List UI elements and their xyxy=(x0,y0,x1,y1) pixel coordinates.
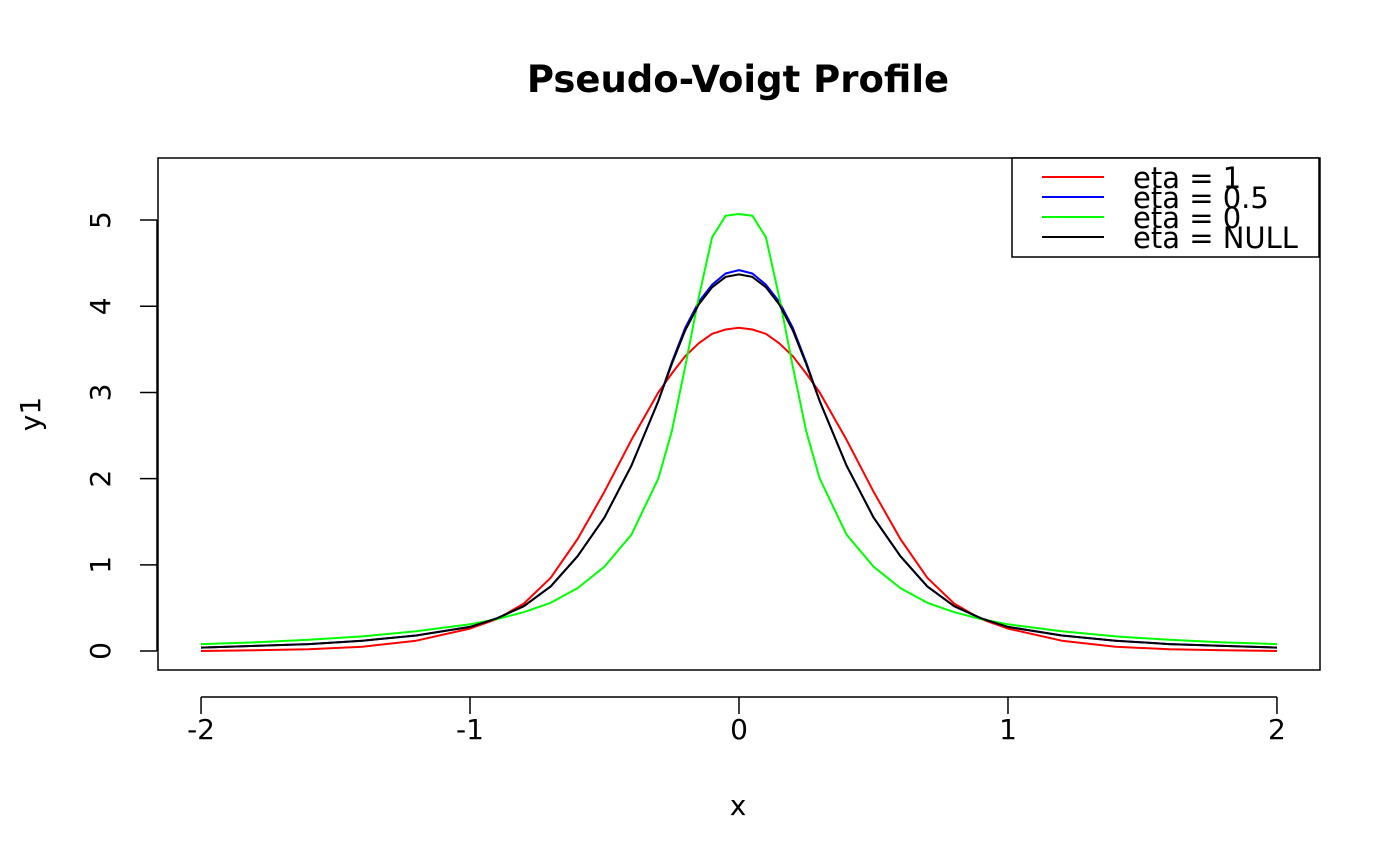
y-tick-label-1: 1 xyxy=(84,556,117,574)
legend-label-3: eta = NULL xyxy=(1133,221,1298,255)
legend-label-2: eta = 0 xyxy=(1133,201,1241,235)
plot-frame xyxy=(157,157,1321,671)
series-line-1 xyxy=(200,269,1278,649)
y-tick-label-0: 0 xyxy=(84,642,117,660)
y-axis-label: y1 xyxy=(14,397,47,431)
x-tick-label-1: -1 xyxy=(456,713,484,746)
x-tick-label-2: 0 xyxy=(730,713,748,746)
legend-label-0: eta = 1 xyxy=(1133,161,1241,195)
x-tick-label-4: 2 xyxy=(1268,713,1286,746)
legend-label-1: eta = 0.5 xyxy=(1133,181,1269,215)
series-line-3 xyxy=(200,273,1278,649)
series-layer xyxy=(200,213,1278,652)
x-tick-label-0: -2 xyxy=(187,713,215,746)
y-tick-label-3: 3 xyxy=(84,384,117,402)
series-line-0 xyxy=(200,326,1278,652)
y-tick-label-4: 4 xyxy=(84,297,117,315)
y-tick-label-5: 5 xyxy=(84,211,117,229)
y-axis: 0 1 2 3 4 5 xyxy=(84,211,158,660)
x-axis-label: x xyxy=(730,789,747,822)
x-tick-label-3: 1 xyxy=(999,713,1017,746)
legend-box xyxy=(1011,157,1320,258)
chart-title: Pseudo-Voigt Profile xyxy=(527,58,949,101)
series-line-2 xyxy=(200,213,1278,646)
y-tick-label-2: 2 xyxy=(84,470,117,488)
x-axis: -2 -1 0 1 2 xyxy=(187,696,1286,746)
